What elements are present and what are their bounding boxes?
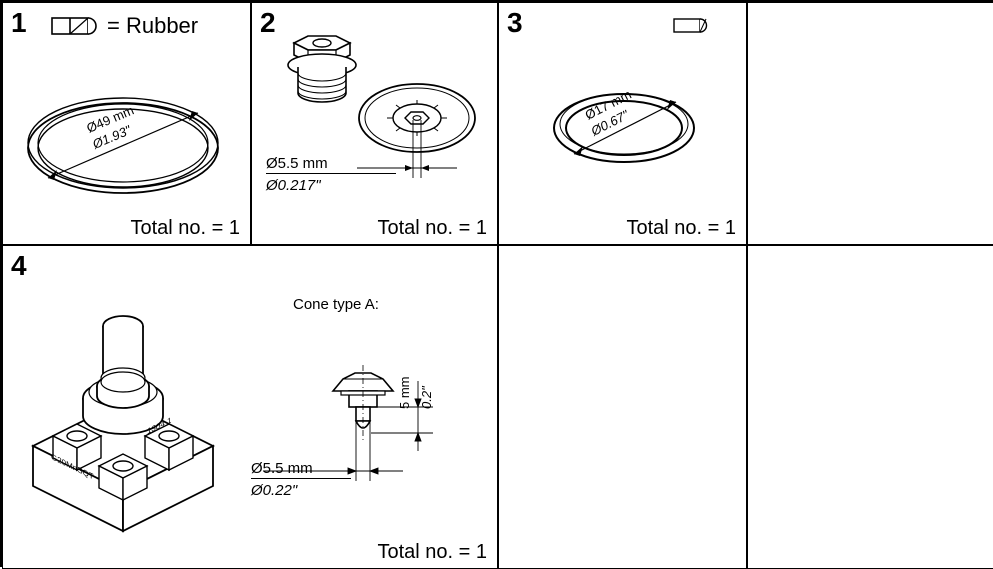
legend-text: = Rubber <box>107 13 198 39</box>
dim-mm: Ø5.5 mm <box>266 155 328 172</box>
parts-grid: 1 = Rubber Ø49 mm Ø1.93" Total no. = 1 <box>0 0 993 567</box>
cell-1: 1 = Rubber Ø49 mm Ø1.93" Total no. = 1 <box>2 2 251 245</box>
cone-title: Cone type A: <box>293 296 379 313</box>
cell-3: 3 Ø17 mm Ø0.67" Total no. = 1 <box>498 2 747 245</box>
total-count: Total no. = 1 <box>377 541 487 564</box>
rubber-legend: = Rubber <box>51 13 198 39</box>
d-in: Ø0.22" <box>251 482 297 499</box>
ring-drawing-1: Ø49 mm Ø1.93" <box>13 63 243 223</box>
valve-block-drawing: G20MnSQT 1304 1 Cone type A: <box>13 266 493 566</box>
rubber-swatch-icon <box>51 14 101 38</box>
dim-in: Ø0.217" <box>266 177 321 194</box>
dim-divider-4 <box>251 478 351 479</box>
empty-cell <box>747 2 993 245</box>
d-mm: Ø5.5 mm <box>251 460 313 477</box>
oring-drawing: Ø17 mm Ø0.67" <box>529 13 739 223</box>
empty-cell <box>747 245 993 569</box>
total-count: Total no. = 1 <box>130 217 240 240</box>
total-count: Total no. = 1 <box>626 217 736 240</box>
cell-2: 2 <box>251 2 498 245</box>
empty-cell <box>498 245 747 569</box>
dim-divider <box>266 173 396 174</box>
cell-number: 3 <box>507 7 523 39</box>
h-in: 0.2" <box>419 385 434 409</box>
cell-4: 4 <box>2 245 498 569</box>
cell-number: 1 <box>11 7 27 39</box>
total-count: Total no. = 1 <box>377 217 487 240</box>
h-mm: 5 mm <box>397 377 412 410</box>
